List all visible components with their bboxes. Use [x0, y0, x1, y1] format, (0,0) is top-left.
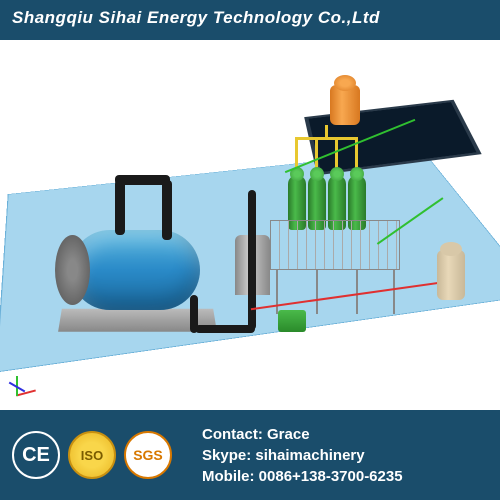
exhaust-pipe-v2: [162, 180, 172, 240]
reactor-door: [55, 235, 90, 305]
sgs-badge: SGS: [124, 431, 172, 479]
iso-badge: ISO: [68, 431, 116, 479]
gas-riser: [325, 125, 328, 140]
oil-storage-tank: [330, 85, 360, 125]
plant-diagram: [0, 40, 500, 410]
ce-badge: CE: [12, 431, 60, 479]
company-name: Shangqiu Sihai Energy Technology Co.,Ltd: [12, 8, 380, 27]
contact-mobile-row: Mobile: 0086+138-3700-6235: [202, 466, 403, 487]
mobile-value: 0086+138-3700-6235: [259, 468, 403, 485]
draft-fan: [278, 310, 306, 332]
contact-name: Grace: [267, 426, 310, 443]
mobile-label: Mobile:: [202, 468, 255, 485]
contact-skype-row: Skype: sihaimachinery: [202, 445, 403, 466]
contact-label: Contact:: [202, 426, 263, 443]
x-axis-icon: [16, 389, 36, 396]
feed-pipe-h: [195, 325, 255, 333]
axis-gizmo: [8, 372, 38, 402]
skype-value: sihaimachinery: [255, 447, 364, 464]
buffer-tank: [437, 250, 465, 300]
equipment-platform: [270, 220, 400, 270]
exhaust-pipe-v1: [115, 180, 125, 235]
contact-name-row: Contact: Grace: [202, 424, 403, 445]
company-header: Shangqiu Sihai Energy Technology Co.,Ltd: [0, 0, 500, 36]
feed-pipe-v2: [190, 295, 198, 333]
cert-badges: CE ISO SGS: [0, 431, 184, 479]
product-card: Shangqiu Sihai Energy Technology Co.,Ltd: [0, 0, 500, 500]
footer-bar: CE ISO SGS Contact: Grace Skype: sihaima…: [0, 410, 500, 500]
pyrolysis-reactor: [60, 230, 210, 320]
contact-block: Contact: Grace Skype: sihaimachinery Mob…: [202, 424, 403, 487]
skype-label: Skype:: [202, 447, 251, 464]
